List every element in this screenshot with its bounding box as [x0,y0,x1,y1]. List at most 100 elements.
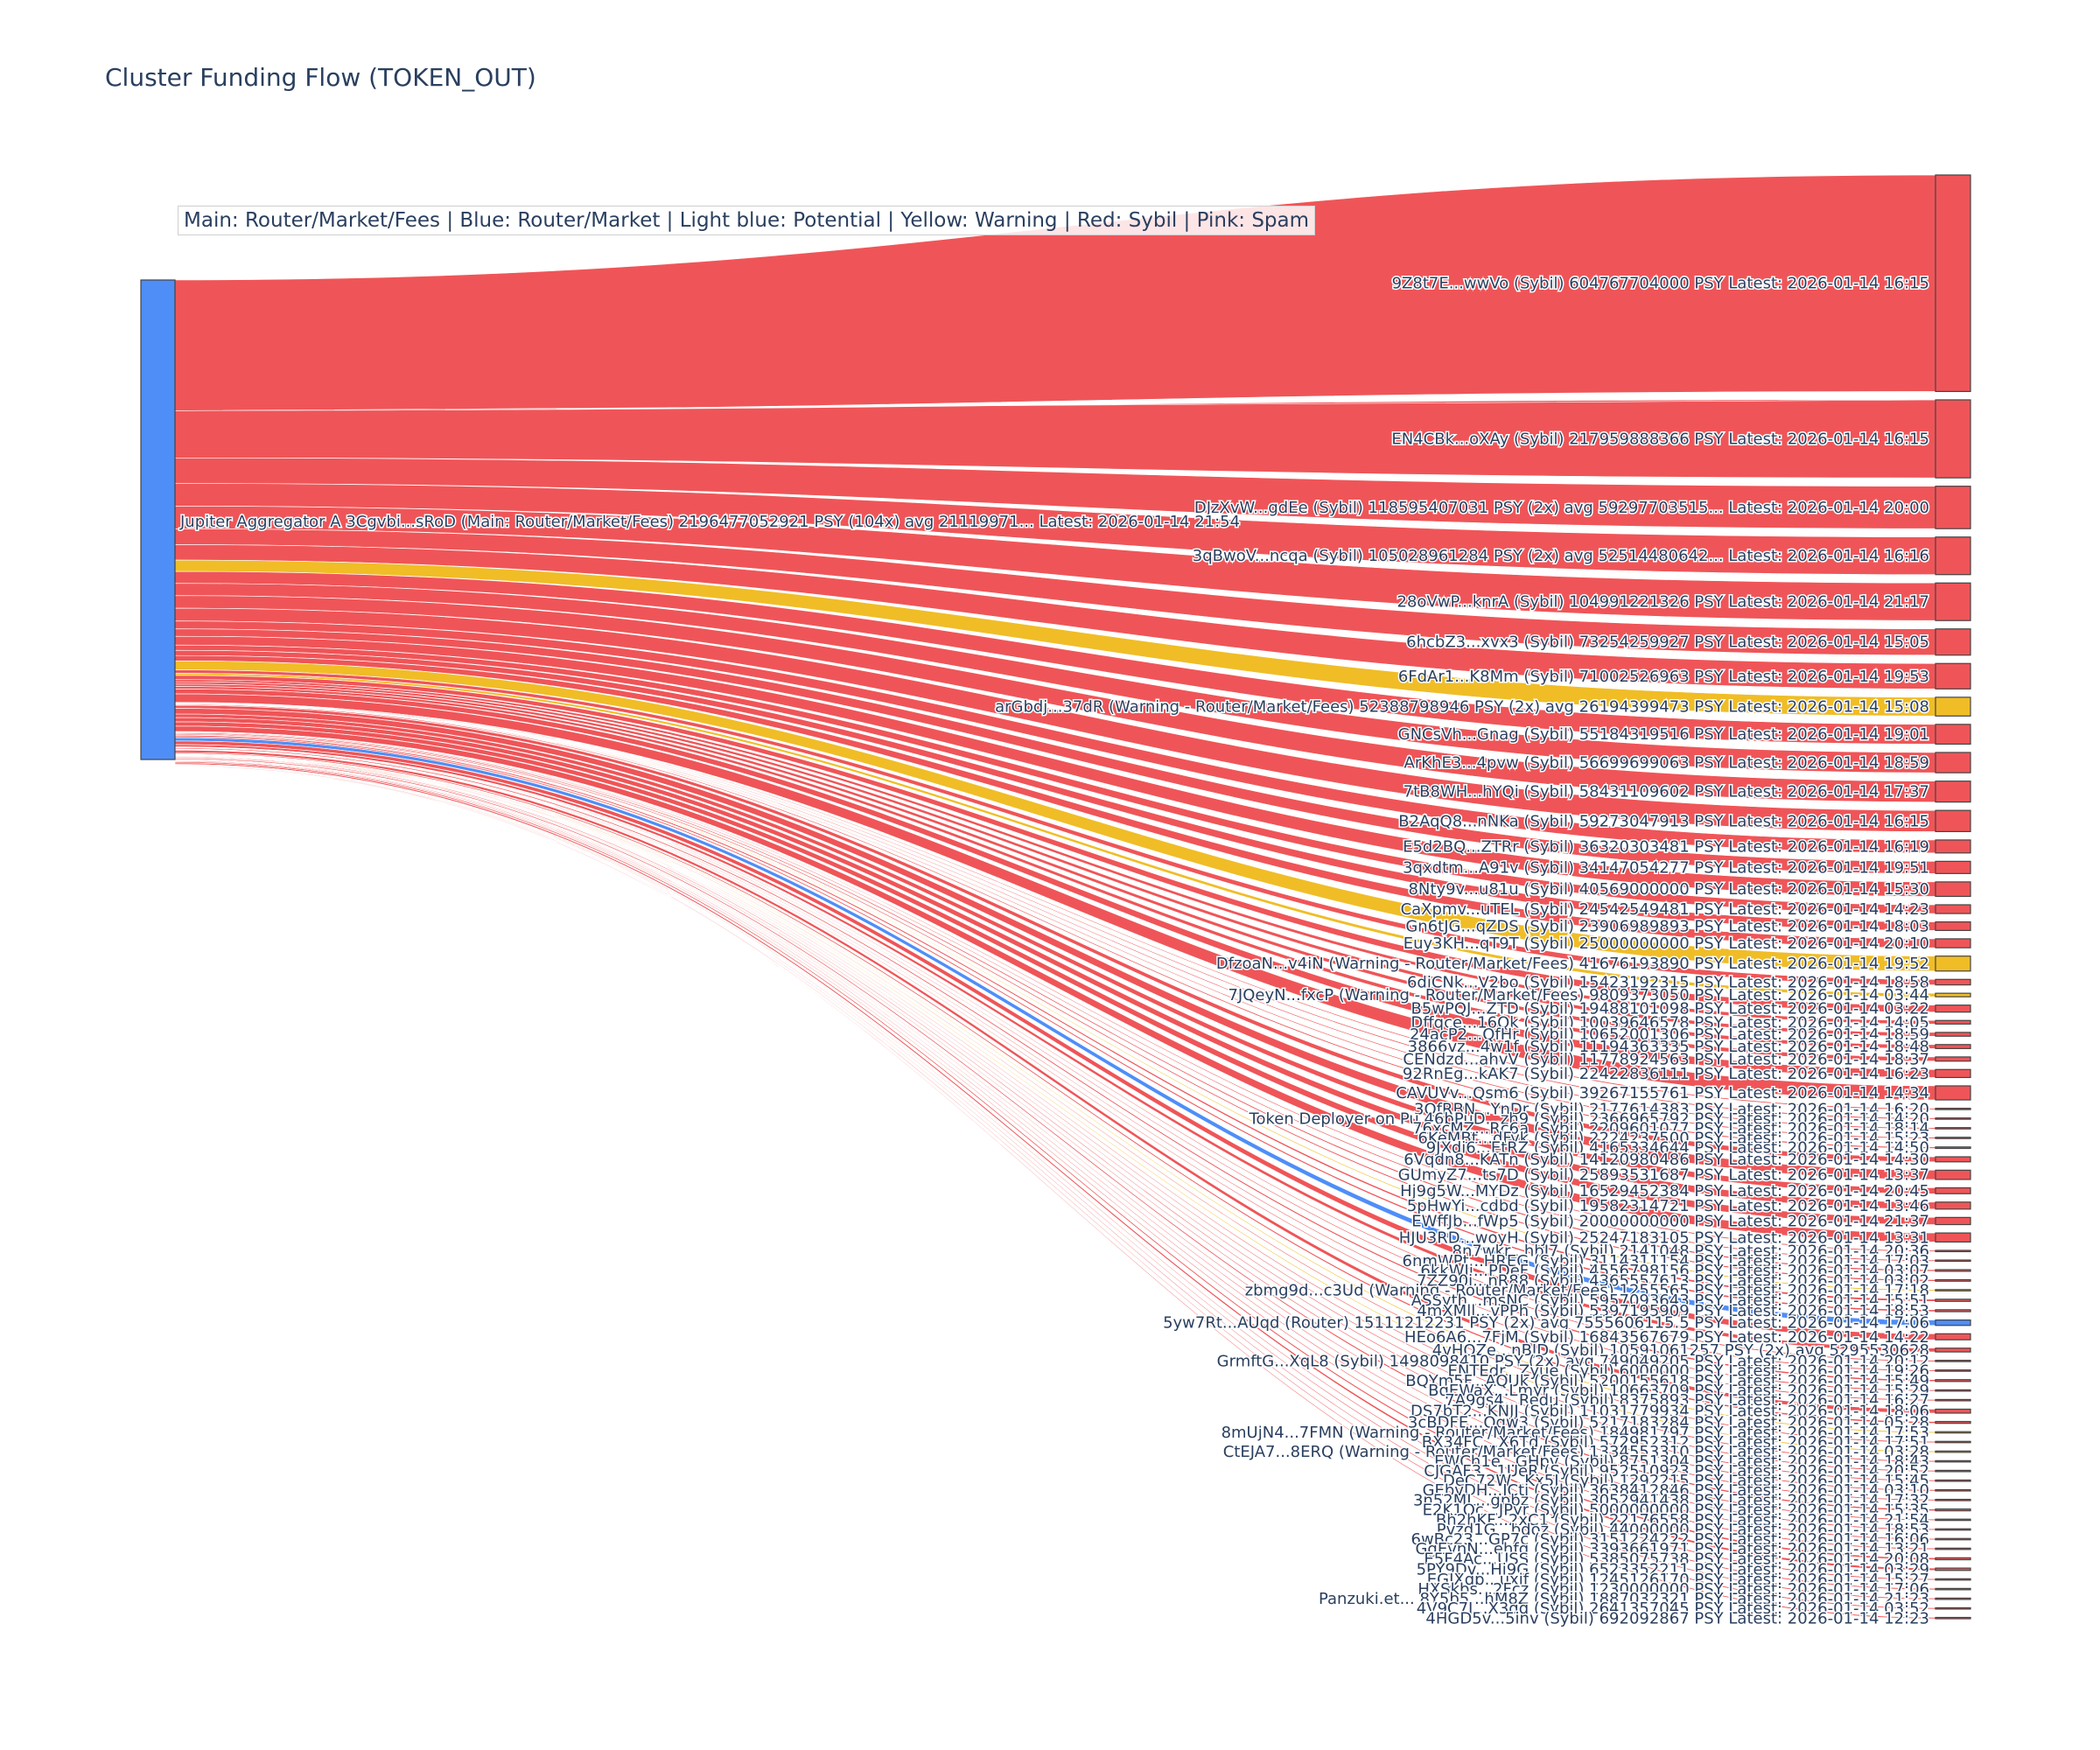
target-node[interactable] [1935,978,1971,986]
target-node[interactable] [1935,1216,1971,1226]
target-node[interactable] [1935,1085,1971,1101]
target-label: 4mXMll...vPPh (Sybil) 5397195909 PSY Lat… [1417,1302,1929,1320]
target-node[interactable] [1935,1528,1971,1531]
target-node[interactable] [1935,1309,1971,1312]
source-node[interactable] [140,279,176,760]
target-node[interactable] [1935,1379,1971,1382]
target-node[interactable] [1935,1056,1971,1062]
target-node[interactable] [1935,992,1971,998]
target-label: E5F4Ac...USS (Sybil) 5385075738 PSY Late… [1424,1550,1929,1568]
target-node[interactable] [1935,1488,1971,1492]
target-node[interactable] [1935,1606,1971,1610]
target-node[interactable] [1935,1127,1971,1130]
target-node[interactable] [1935,1117,1971,1120]
target-label: 3n52ML...gpbz (Sybil) 3052941438 PSY Lat… [1413,1491,1929,1509]
target-node[interactable] [1935,1348,1971,1353]
target-node[interactable] [1935,486,1971,529]
target-node[interactable] [1935,1450,1971,1453]
target-node[interactable] [1935,1616,1971,1620]
target-node[interactable] [1935,1460,1971,1463]
target-node[interactable] [1935,1389,1971,1392]
target-node[interactable] [1935,1369,1971,1372]
target-node[interactable] [1935,956,1971,972]
target-node[interactable] [1935,1578,1971,1581]
target-node[interactable] [1935,1518,1971,1522]
target-node[interactable] [1935,1044,1971,1049]
target-label: 4vHQZe...nBJD (Sybil) 10591061257 PSY (2… [1432,1341,1929,1360]
flow-link [174,483,1936,576]
target-label: 5yw7Rt...AUqd (Router) 15111212231 PSY (… [1163,1314,1929,1333]
target-label: CaXpmv...uTEL (Sybil) 24542549481 PSY La… [1401,900,1929,919]
target-node[interactable] [1935,1250,1971,1253]
target-node[interactable] [1935,174,1971,393]
target-label: 6diCNk...V2bo (Sybil) 15423192315 PSY La… [1407,973,1929,991]
target-node[interactable] [1935,1398,1971,1402]
target-node[interactable] [1935,724,1971,746]
target-node[interactable] [1935,1186,1971,1194]
target-label: 6FdAr1...K8Mm (Sybil) 71002526963 PSY La… [1398,668,1929,686]
target-node[interactable] [1935,938,1971,948]
target-node[interactable] [1935,399,1971,479]
target-label: arGbdj...37dR (Warning - Router/Market/F… [995,698,1929,717]
target-node[interactable] [1935,780,1971,803]
target-node[interactable] [1935,1420,1971,1424]
target-label: Gn6tJG...qZDS (Sybil) 23906989893 PSY La… [1405,917,1929,935]
target-label: EWCh1e...GHpv (Sybil) 8751304 PSY Latest… [1434,1452,1929,1471]
target-node[interactable] [1935,1108,1971,1110]
target-node[interactable] [1935,1431,1971,1434]
target-label: DeC72W...Kx5J (Sybil) 1292215 PSY Latest… [1443,1472,1929,1490]
target-node[interactable] [1935,881,1971,898]
target-node[interactable] [1935,904,1971,914]
target-node[interactable] [1935,1508,1971,1512]
target-node[interactable] [1935,1319,1971,1326]
target-node[interactable] [1935,839,1971,854]
target-node[interactable] [1935,1201,1971,1210]
target-node[interactable] [1935,1567,1971,1572]
target-label: 4V9C7J...X3qq (Sybil) 2641357045 PSY Lat… [1417,1600,1929,1618]
target-node[interactable] [1935,1557,1971,1561]
target-label: Hj9g5W...MYDz (Sybil) 16529452384 PSY La… [1400,1182,1929,1200]
target-node[interactable] [1935,1587,1971,1591]
target-node[interactable] [1935,1360,1971,1362]
target-node[interactable] [1935,1278,1971,1282]
target-node[interactable] [1935,1408,1971,1414]
target-label: CENdzd...ahvV (Sybil) 11778924563 PSY La… [1403,1050,1929,1068]
target-node[interactable] [1935,1298,1971,1302]
target-label: 6hcbZ3...xvx3 (Sybil) 73254259927 PSY La… [1406,634,1929,652]
target-label: 9Z8t7E...wwVo (Sybil) 604767704000 PSY L… [1392,275,1929,293]
target-label: 92RnEg...kAK7 (Sybil) 22422836111 PSY La… [1403,1065,1929,1083]
target-node[interactable] [1935,1137,1971,1139]
target-label: EGJXqp...uxjf (Sybil) 1245126170 PSY Lat… [1427,1571,1929,1589]
target-node[interactable] [1935,860,1971,874]
target-node[interactable] [1935,1547,1971,1550]
target-node[interactable] [1935,1169,1971,1180]
target-node[interactable] [1935,1146,1971,1150]
target-node[interactable] [1935,921,1971,931]
target-node[interactable] [1935,1019,1971,1025]
target-node[interactable] [1935,1469,1971,1473]
target-node[interactable] [1935,582,1971,621]
target-node[interactable] [1935,662,1971,690]
target-node[interactable] [1935,536,1971,576]
target-label: DS7bT2...KNJJ (Sybil) 11031779934 PSY La… [1410,1403,1929,1421]
target-node[interactable] [1935,696,1971,717]
target-node[interactable] [1935,809,1971,833]
target-node[interactable] [1935,1597,1971,1600]
target-node[interactable] [1935,1259,1971,1263]
target-node[interactable] [1935,1440,1971,1444]
target-node[interactable] [1935,1032,1971,1037]
target-node[interactable] [1935,752,1971,774]
target-node[interactable] [1935,1156,1971,1163]
target-node[interactable] [1935,1498,1971,1502]
target-node[interactable] [1935,1289,1971,1292]
target-node[interactable] [1935,1269,1971,1272]
target-node[interactable] [1935,1004,1971,1013]
target-node[interactable] [1935,1537,1971,1541]
target-node[interactable] [1935,628,1971,656]
target-node[interactable] [1935,1333,1971,1340]
target-node[interactable] [1935,1479,1971,1482]
target-label: HJU3RD...woyH (Sybil) 25247183105 PSY La… [1399,1228,1929,1247]
target-node[interactable] [1935,1068,1971,1079]
target-label: 76xcMZ...Rc6a (Sybil) 2209601077 PSY Lat… [1412,1119,1929,1138]
target-node[interactable] [1935,1232,1971,1243]
